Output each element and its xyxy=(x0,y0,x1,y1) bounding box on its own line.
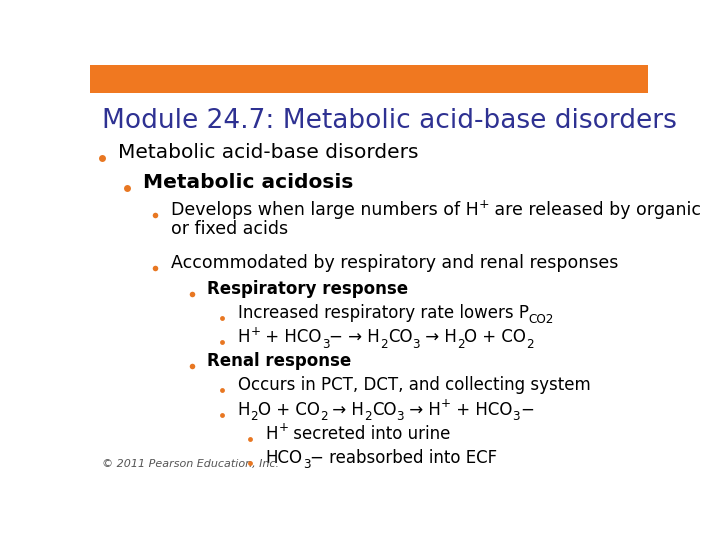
Text: +: + xyxy=(479,198,490,211)
Text: or fixed acids: or fixed acids xyxy=(171,220,288,238)
Text: → H: → H xyxy=(404,401,441,418)
Text: − → H: − → H xyxy=(329,328,380,346)
Text: H: H xyxy=(238,328,251,346)
Text: CO: CO xyxy=(372,401,397,418)
Text: Respiratory response: Respiratory response xyxy=(207,280,408,298)
Text: Develops when large numbers of H: Develops when large numbers of H xyxy=(171,201,479,219)
Text: 2: 2 xyxy=(456,338,464,350)
Text: 3: 3 xyxy=(513,410,520,423)
Text: +: + xyxy=(251,325,261,338)
Text: HCO: HCO xyxy=(266,449,303,467)
Text: 3: 3 xyxy=(322,338,329,350)
Text: +: + xyxy=(278,421,288,434)
Text: Increased respiratory rate lowers P: Increased respiratory rate lowers P xyxy=(238,304,529,322)
Text: © 2011 Pearson Education, Inc.: © 2011 Pearson Education, Inc. xyxy=(102,459,279,469)
Text: Accommodated by respiratory and renal responses: Accommodated by respiratory and renal re… xyxy=(171,254,618,272)
Text: Renal response: Renal response xyxy=(207,352,351,370)
Text: → H: → H xyxy=(328,401,364,418)
Bar xyxy=(90,65,648,93)
Text: secreted into urine: secreted into urine xyxy=(288,424,451,443)
Text: Metabolic acidosis: Metabolic acidosis xyxy=(143,173,354,192)
Text: H: H xyxy=(238,401,251,418)
Text: + HCO: + HCO xyxy=(261,328,322,346)
Text: CO: CO xyxy=(388,328,413,346)
Text: 3: 3 xyxy=(413,338,420,350)
Text: H: H xyxy=(266,424,278,443)
Text: +: + xyxy=(441,397,451,410)
Text: CO2: CO2 xyxy=(529,313,554,327)
Text: 3: 3 xyxy=(303,458,310,471)
Text: O + CO: O + CO xyxy=(258,401,320,418)
Text: 2: 2 xyxy=(526,338,534,350)
Text: Occurs in PCT, DCT, and collecting system: Occurs in PCT, DCT, and collecting syste… xyxy=(238,376,590,394)
Text: + HCO: + HCO xyxy=(451,401,513,418)
Text: 2: 2 xyxy=(251,410,258,423)
Text: → H: → H xyxy=(420,328,456,346)
Text: 2: 2 xyxy=(364,410,372,423)
Text: are released by organic: are released by organic xyxy=(490,201,701,219)
Text: − reabsorbed into ECF: − reabsorbed into ECF xyxy=(310,449,498,467)
Text: 2: 2 xyxy=(380,338,388,350)
Text: 2: 2 xyxy=(320,410,328,423)
Text: Metabolic acid-base disorders: Metabolic acid-base disorders xyxy=(118,143,418,163)
Text: O + CO: O + CO xyxy=(464,328,526,346)
Text: 3: 3 xyxy=(397,410,404,423)
Text: Module 24.7: Metabolic acid-base disorders: Module 24.7: Metabolic acid-base disorde… xyxy=(102,109,677,134)
Text: −: − xyxy=(520,401,534,418)
